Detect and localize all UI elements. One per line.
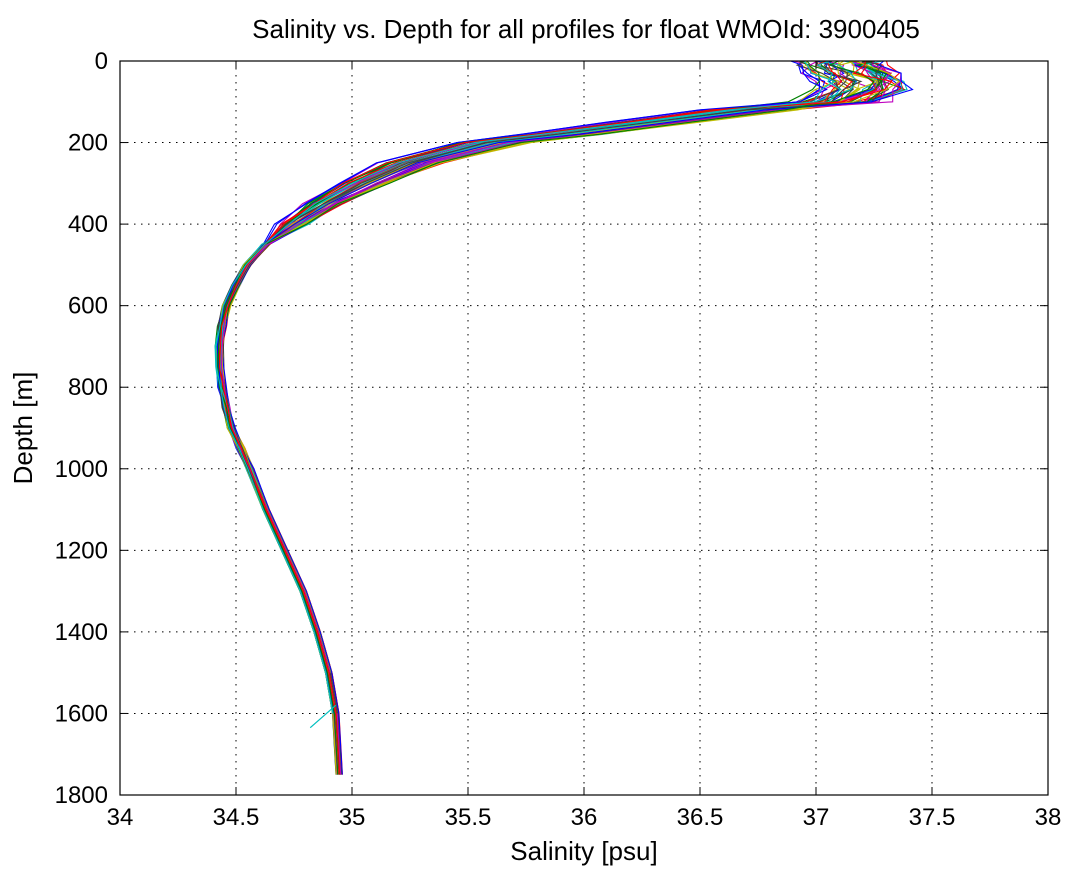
- y-tick-label: 1400: [55, 619, 108, 646]
- y-axis-label: Depth [m]: [8, 372, 38, 485]
- x-tick-label: 37: [803, 804, 830, 831]
- profile-line: [215, 60, 900, 775]
- profile-line: [220, 60, 839, 714]
- y-tick-label: 200: [68, 130, 108, 157]
- profile-line: [215, 60, 906, 673]
- y-tick-label: 1600: [55, 700, 108, 727]
- x-tick-label: 34.5: [213, 804, 260, 831]
- profile-line: [216, 60, 903, 673]
- profile-line: [217, 60, 881, 673]
- y-tick-label: 1200: [55, 537, 108, 564]
- profile-line: [217, 60, 905, 714]
- profile-line: [218, 60, 861, 673]
- profile-line: [221, 60, 878, 714]
- profile-line: [216, 60, 885, 775]
- profile-line: [215, 60, 836, 714]
- profile-line: [220, 60, 840, 673]
- profile-line: [217, 60, 875, 775]
- outlier-segment: [309, 704, 337, 729]
- profile-line: [218, 60, 884, 775]
- profile-line: [219, 60, 840, 673]
- y-tick-label: 1800: [55, 782, 108, 809]
- x-tick-label: 36.5: [677, 804, 724, 831]
- profile-line: [216, 60, 842, 673]
- profile-line: [219, 60, 857, 775]
- profile-lines: [214, 60, 914, 775]
- chart-title: Salinity vs. Depth for all profiles for …: [252, 14, 920, 44]
- profile-line: [221, 60, 838, 673]
- y-tick-label: 800: [68, 374, 108, 401]
- y-tick-label: 400: [68, 211, 108, 238]
- profile-line: [216, 60, 914, 714]
- profile-line: [219, 60, 903, 673]
- profile-line: [219, 60, 905, 775]
- profile-line: [218, 60, 879, 673]
- profile-line: [220, 60, 881, 714]
- profile-line: [216, 60, 908, 775]
- profile-line: [216, 60, 828, 673]
- x-tick-label: 38: [1035, 804, 1062, 831]
- profile-line: [216, 60, 891, 775]
- profile-line: [215, 60, 849, 775]
- x-tick-label: 36: [571, 804, 598, 831]
- y-tick-label: 600: [68, 293, 108, 320]
- profile-line: [216, 60, 883, 673]
- x-tick-label: 35: [339, 804, 366, 831]
- profile-line: [218, 60, 893, 714]
- profile-line: [216, 60, 900, 673]
- profile-line: [221, 60, 853, 775]
- profile-line: [214, 60, 856, 673]
- profile-line: [217, 60, 884, 673]
- profile-line: [221, 60, 881, 673]
- profile-line: [219, 60, 843, 673]
- y-tick-label: 1000: [55, 456, 108, 483]
- profile-line: [222, 60, 854, 714]
- profile-line: [217, 60, 881, 714]
- x-axis-label: Salinity [psu]: [510, 836, 657, 866]
- profile-line: [220, 60, 902, 673]
- x-tick-label: 34: [107, 804, 134, 831]
- profile-line: [216, 60, 879, 775]
- profile-line: [219, 60, 884, 775]
- axis-ticks: 34 34.5 35 35.5 36 36.5 37 37.5 38 0 200 400 600 800 1…: [55, 48, 1062, 831]
- x-tick-label: 37.5: [909, 804, 956, 831]
- profile-line: [217, 60, 890, 775]
- grid-lines: [120, 61, 1048, 795]
- profile-line: [220, 60, 902, 673]
- profile-line: [220, 60, 821, 775]
- profile-line: [217, 60, 893, 775]
- profile-line: [219, 60, 863, 673]
- x-tick-label: 35.5: [445, 804, 492, 831]
- profile-line: [219, 60, 885, 775]
- profile-line: [220, 60, 820, 775]
- y-tick-label: 0: [95, 48, 108, 75]
- profile-line: [219, 60, 861, 673]
- profile-line: [221, 60, 892, 775]
